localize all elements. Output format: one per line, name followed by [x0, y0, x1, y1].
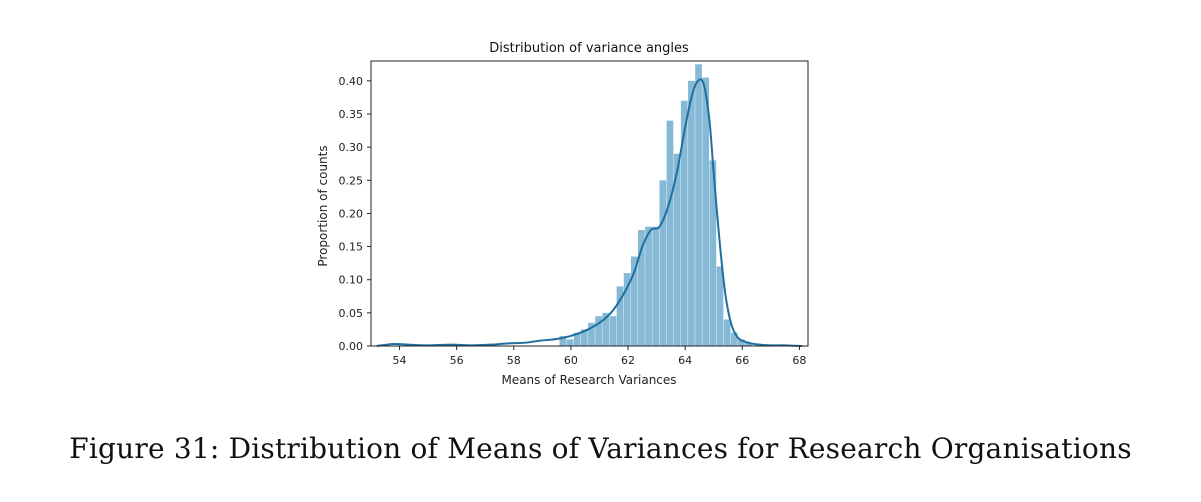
distribution-chart: Distribution of variance angles 54 56 58 60… — [316, 41, 809, 387]
x-tick-label: 68 — [792, 354, 806, 367]
histogram-bar — [588, 322, 595, 346]
histogram-bar — [580, 329, 588, 346]
y-tick-label: 0.15 — [339, 241, 364, 254]
histogram-bar — [659, 180, 667, 346]
histogram-bar — [709, 160, 717, 346]
y-tick-label: 0.00 — [339, 340, 364, 353]
y-tick-label: 0.10 — [339, 274, 364, 287]
histogram-bar — [623, 273, 631, 346]
x-tick-label: 60 — [564, 354, 578, 367]
histogram-bar — [638, 230, 645, 346]
histogram-bar — [559, 336, 567, 346]
y-tick-label: 0.25 — [339, 174, 364, 187]
y-axis-ticks: 0.00 0.05 0.10 0.15 0.20 0.25 0.30 0.35 0.40 — [339, 75, 371, 353]
plot-frame — [370, 60, 809, 347]
histogram-bar — [730, 332, 738, 346]
histogram-bar — [652, 226, 660, 346]
chart-title: Distribution of variance angles — [489, 41, 689, 56]
histogram-bar — [573, 332, 581, 346]
histogram-bar — [702, 77, 710, 347]
histogram-bar — [716, 266, 724, 346]
kde-line — [376, 78, 803, 347]
x-tick-label: 54 — [393, 354, 407, 367]
histogram-bar — [616, 286, 624, 346]
figure-caption: Figure 31: Distribution of Means of Vari… — [69, 432, 1132, 465]
x-tick-label: 62 — [621, 354, 635, 367]
y-tick-label: 0.35 — [339, 108, 364, 121]
x-tick-label: 56 — [450, 354, 464, 367]
y-tick-label: 0.40 — [339, 75, 364, 88]
y-tick-label: 0.20 — [339, 207, 364, 220]
histogram-bar — [673, 153, 681, 346]
histogram-bar — [680, 100, 688, 346]
y-tick-label: 0.30 — [339, 141, 364, 154]
histogram-bar — [595, 316, 602, 346]
histogram-bar — [738, 339, 745, 346]
histogram-bar — [609, 316, 617, 346]
histogram-bar — [723, 319, 731, 346]
x-tick-label: 58 — [507, 354, 521, 367]
histogram-bar — [602, 312, 610, 346]
y-axis-label: Proportion of counts — [316, 145, 330, 266]
x-axis-label: Means of Research Variances — [501, 373, 676, 387]
histogram-bar — [695, 64, 702, 346]
histogram-bar — [630, 256, 638, 346]
histogram-bar — [745, 342, 752, 346]
histogram-bar — [688, 80, 695, 346]
x-axis-ticks: 54 56 58 60 62 64 66 68 — [393, 346, 806, 367]
histogram-bar — [666, 120, 674, 347]
histogram-bar — [566, 339, 574, 346]
x-tick-label: 66 — [735, 354, 749, 367]
histogram-bars — [559, 64, 752, 347]
histogram-bar — [645, 226, 652, 346]
y-tick-label: 0.05 — [339, 307, 364, 320]
x-tick-label: 64 — [678, 354, 692, 367]
